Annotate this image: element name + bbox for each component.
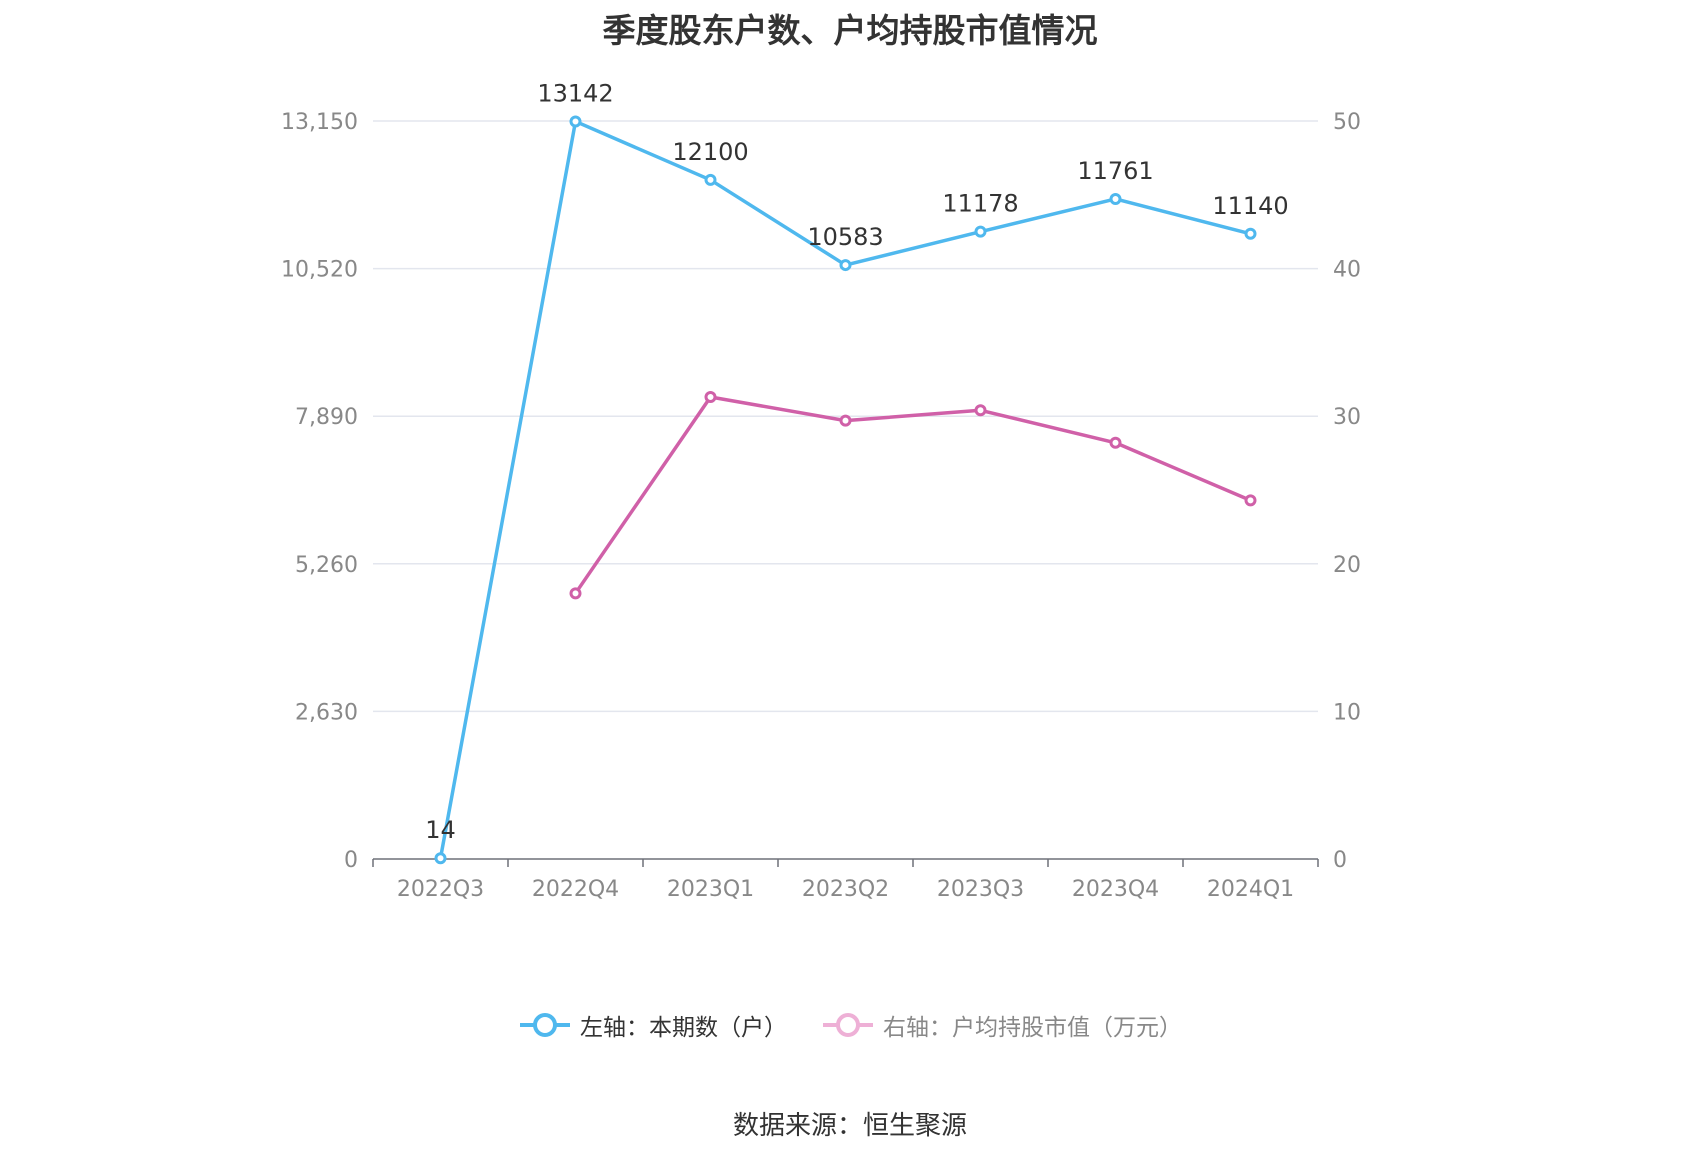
left-axis-tick-label: 13,150: [281, 110, 358, 135]
data-source: 数据来源：恒生聚源: [732, 1111, 967, 1141]
data-point: [1109, 192, 1122, 205]
right-axis-tick-label: 10: [1333, 700, 1361, 725]
data-label: 13142: [537, 79, 613, 107]
data-label: 12100: [672, 138, 748, 166]
right-axis-tick-label: 30: [1333, 405, 1361, 430]
legend-item-shareholders[interactable]: 左轴：本期数（户）: [518, 1008, 787, 1042]
right-axis-tick-label: 20: [1333, 553, 1361, 578]
left-axis-tick-label: 2,630: [295, 700, 358, 725]
right-axis-tick-label: 40: [1333, 258, 1361, 283]
legend-line-blue-icon: [520, 1013, 570, 1037]
legend-label-shareholders: 左轴：本期数（户）: [580, 1015, 787, 1041]
left-axis-tick-label: 5,260: [295, 553, 358, 578]
data-label: 10583: [807, 223, 883, 251]
data-point: [839, 414, 852, 427]
x-axis-tick-label: 2022Q4: [532, 877, 619, 902]
right-axis-tick-label: 50: [1333, 110, 1361, 135]
data-label: 14: [425, 816, 456, 844]
data-label: 11178: [942, 190, 1018, 218]
x-axis-tick-label: 2023Q1: [667, 877, 754, 902]
data-point: [704, 391, 717, 404]
data-label: 11761: [1077, 157, 1153, 185]
x-axis-tick-label: 2024Q1: [1207, 877, 1294, 902]
data-point: [974, 225, 987, 238]
left-axis-tick-label: 0: [344, 848, 358, 873]
x-axis-tick-label: 2022Q3: [397, 877, 484, 902]
data-point: [569, 115, 582, 128]
series-lines: [434, 115, 1257, 865]
legend-label-avg-value: 右轴：户均持股市值（万元）: [883, 1015, 1182, 1041]
data-point: [704, 173, 717, 186]
x-axis-tick-label: 2023Q2: [802, 877, 889, 902]
data-point: [1244, 227, 1257, 240]
data-point: [1109, 436, 1122, 449]
x-axis-tick-label: 2023Q3: [937, 877, 1024, 902]
data-labels: 14 13142 12100 10583 11178 11761 11140: [425, 79, 1288, 844]
axes: 0 0 2,630 10 5,260 20 7,890 30 10,520 40 13,150 50 2…: [281, 110, 1361, 902]
data-point: [974, 404, 987, 417]
legend-item-avg-value[interactable]: 右轴：户均持股市值（万元）: [821, 1008, 1182, 1042]
line-chart: 0 0 2,630 10 5,260 20 7,890 30 10,520 40 13,150 50 2…: [281, 79, 1361, 902]
left-axis-tick-label: 10,520: [281, 258, 358, 283]
legend-line-pink-icon: [823, 1013, 873, 1037]
left-axis-tick-label: 7,890: [295, 405, 358, 430]
data-point: [569, 587, 582, 600]
chart-title: 季度股东户数、户均持股市值情况: [602, 11, 1098, 50]
legend: 左轴：本期数（户） 右轴：户均持股市值（万元）: [0, 1008, 1700, 1042]
x-axis-tick-label: 2023Q4: [1072, 877, 1159, 902]
series-line-1: [574, 395, 1252, 595]
right-axis-tick-label: 0: [1333, 848, 1347, 873]
data-point: [839, 259, 852, 272]
data-point: [1244, 494, 1257, 507]
data-point: [434, 852, 447, 865]
data-label: 11140: [1212, 192, 1288, 220]
